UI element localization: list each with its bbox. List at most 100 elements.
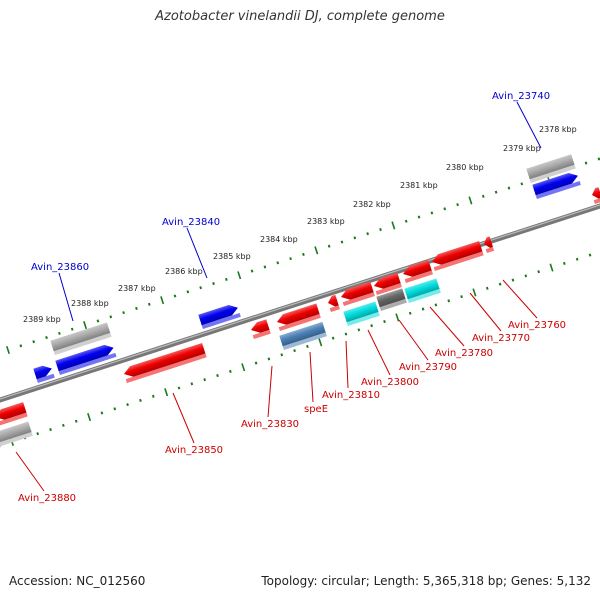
scale-label: 2387 kbp <box>118 284 156 293</box>
minor-tick <box>36 432 40 436</box>
gene-side <box>0 412 28 427</box>
gene-label: speE <box>304 404 328 415</box>
gene-label: Avin_23790 <box>399 362 457 373</box>
gene-label-leader <box>429 306 465 347</box>
minor-tick <box>485 286 489 290</box>
gene-label-leader <box>15 451 45 492</box>
scale-label: 2384 kbp <box>260 235 298 244</box>
gene-body <box>198 304 238 326</box>
minor-tick <box>62 423 65 427</box>
minor-tick <box>280 353 284 357</box>
gene-side <box>433 251 484 272</box>
gene-spee <box>277 303 321 332</box>
minor-tick <box>366 232 370 236</box>
scale-label: 2383 kbp <box>307 217 345 226</box>
gene-side <box>0 431 33 448</box>
major-tick <box>314 246 319 255</box>
gene-label: Avin_23810 <box>322 390 380 401</box>
gene-label: Avin_23740 <box>492 91 550 102</box>
minor-tick <box>306 344 309 349</box>
gene-side <box>125 353 207 384</box>
gene-body <box>0 402 27 420</box>
gene-label: Avin_23880 <box>18 493 76 504</box>
genome-backbone-highlight <box>0 204 600 400</box>
gene-body <box>124 342 206 377</box>
gene-body <box>343 301 379 323</box>
minor-tick <box>276 261 280 265</box>
gene-side <box>407 288 441 304</box>
gene-side <box>346 311 380 327</box>
minor-tick <box>524 274 528 278</box>
scale-label: 2382 kbp <box>353 200 391 209</box>
scale-label: 2378 kbp <box>539 125 577 134</box>
scale-label: 2380 kbp <box>446 163 484 172</box>
minor-tick <box>597 157 600 161</box>
minor-tick <box>417 215 421 219</box>
genome-summary: Topology: circular; Length: 5,365,318 bp… <box>261 574 591 588</box>
major-tick <box>87 413 92 422</box>
gene-avin-23860 <box>55 344 117 376</box>
minor-tick <box>212 282 215 286</box>
gene-side <box>485 246 495 254</box>
gene-side <box>529 164 576 184</box>
gene-side <box>282 332 327 351</box>
minor-tick <box>421 307 425 311</box>
minor-tick <box>122 311 125 315</box>
minor-tick <box>494 190 498 194</box>
minor-tick <box>135 306 138 311</box>
gene-label: Avin_23860 <box>31 262 89 273</box>
minor-tick <box>186 290 190 294</box>
gene-body <box>404 278 440 300</box>
gene-side <box>342 292 375 307</box>
minor-tick <box>460 295 463 299</box>
map-title: Azotobacter vinelandii DJ, complete geno… <box>155 9 445 24</box>
major-tick <box>160 296 165 305</box>
minor-tick <box>562 261 566 265</box>
minor-tick <box>250 269 254 273</box>
gene-body <box>432 241 483 265</box>
gene-body <box>277 303 320 325</box>
minor-tick <box>408 311 412 315</box>
minor-tick <box>109 315 113 319</box>
gene-body <box>0 421 32 444</box>
gene-label-leader <box>186 227 208 279</box>
minor-tick <box>190 382 194 386</box>
minor-tick <box>267 357 271 361</box>
gene-label-leader <box>469 292 502 332</box>
scale-label: 2389 kbp <box>23 315 61 324</box>
gene-avin-23790-rna <box>404 278 441 304</box>
minor-tick <box>327 244 331 248</box>
gene-label: Avin_23770 <box>472 333 530 344</box>
gene-label-leader <box>172 392 195 444</box>
gene-label-leader <box>367 329 391 376</box>
gene-avin-23770 <box>403 260 434 284</box>
gene-body <box>33 365 52 380</box>
scale-label: 2386 kbp <box>165 267 203 276</box>
minor-tick <box>151 394 155 398</box>
minor-tick <box>70 327 74 331</box>
gene-label: Avin_23830 <box>241 419 299 430</box>
gene-label-leader <box>516 101 542 149</box>
gene-avin-23860-pseudo <box>50 322 112 356</box>
gene-label: Avin_23850 <box>165 445 223 456</box>
scale-label: 2388 kbp <box>71 299 109 308</box>
minor-tick <box>139 398 142 403</box>
major-tick <box>391 221 396 230</box>
major-tick <box>318 338 323 347</box>
gene-avin-23740 <box>532 173 581 200</box>
minor-tick <box>344 332 348 336</box>
gene-label-leader <box>398 319 429 361</box>
gene-body <box>374 272 401 289</box>
gene-side <box>58 352 117 376</box>
gene-side <box>593 197 600 205</box>
genome-backbone <box>0 203 600 403</box>
minor-tick <box>331 336 335 340</box>
gene-side <box>379 298 407 312</box>
gene-label: Avin_23780 <box>435 348 493 359</box>
minor-tick <box>173 294 177 298</box>
gene-avin-23870 <box>33 365 55 384</box>
gene-side <box>201 312 241 330</box>
gene-avin-23800-dark <box>376 288 407 312</box>
minor-tick <box>293 349 296 353</box>
minor-tick <box>507 186 511 190</box>
